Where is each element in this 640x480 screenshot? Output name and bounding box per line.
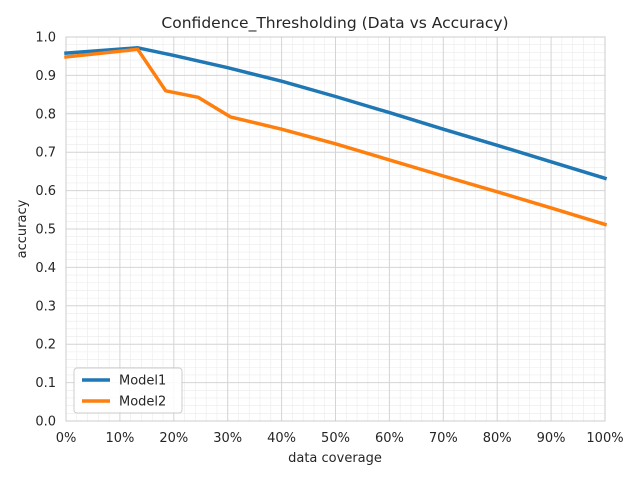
y-tick-label: 0.6 — [35, 184, 56, 199]
legend-label-model1: Model1 — [119, 374, 166, 389]
x-tick-label: 70% — [429, 431, 458, 446]
chart-title: Confidence_Thresholding (Data vs Accurac… — [161, 14, 508, 33]
y-axis-ticks: 0.0 0.1 0.2 0.3 0.4 0.5 0.6 0.7 0.8 0.9 1.0 — [35, 31, 56, 430]
x-tick-label: 100% — [586, 431, 623, 446]
y-axis-title: accuracy — [15, 199, 30, 258]
x-tick-label: 60% — [375, 431, 404, 446]
y-tick-label: 0.5 — [35, 223, 56, 238]
x-tick-label: 0% — [56, 431, 77, 446]
x-axis-title: data coverage — [288, 451, 382, 466]
x-tick-label: 90% — [537, 431, 566, 446]
y-tick-label: 0.1 — [35, 376, 56, 391]
y-tick-label: 0.9 — [35, 69, 56, 84]
x-tick-label: 20% — [159, 431, 188, 446]
x-tick-label: 30% — [213, 431, 242, 446]
y-tick-label: 0.2 — [35, 338, 56, 353]
legend-label-model2: Model2 — [119, 395, 166, 410]
y-tick-label: 1.0 — [35, 31, 56, 46]
x-tick-label: 10% — [105, 431, 134, 446]
series-layer — [64, 46, 608, 227]
x-axis-ticks: 0% 10% 20% 30% 40% 50% 60% 70% 80% 90% 100% — [56, 431, 624, 446]
y-tick-label: 0.7 — [35, 146, 56, 161]
y-tick-label: 0.8 — [35, 107, 56, 122]
series-line-model2 — [64, 47, 608, 227]
y-tick-label: 0.0 — [35, 415, 56, 430]
legend: Model1 Model2 — [73, 367, 183, 414]
x-tick-label: 80% — [483, 431, 512, 446]
series-line-model1 — [64, 46, 608, 181]
y-tick-label: 0.3 — [35, 299, 56, 314]
x-tick-label: 40% — [267, 431, 296, 446]
x-tick-label: 50% — [321, 431, 350, 446]
plot-frame — [65, 36, 606, 422]
y-tick-label: 0.4 — [35, 261, 56, 276]
